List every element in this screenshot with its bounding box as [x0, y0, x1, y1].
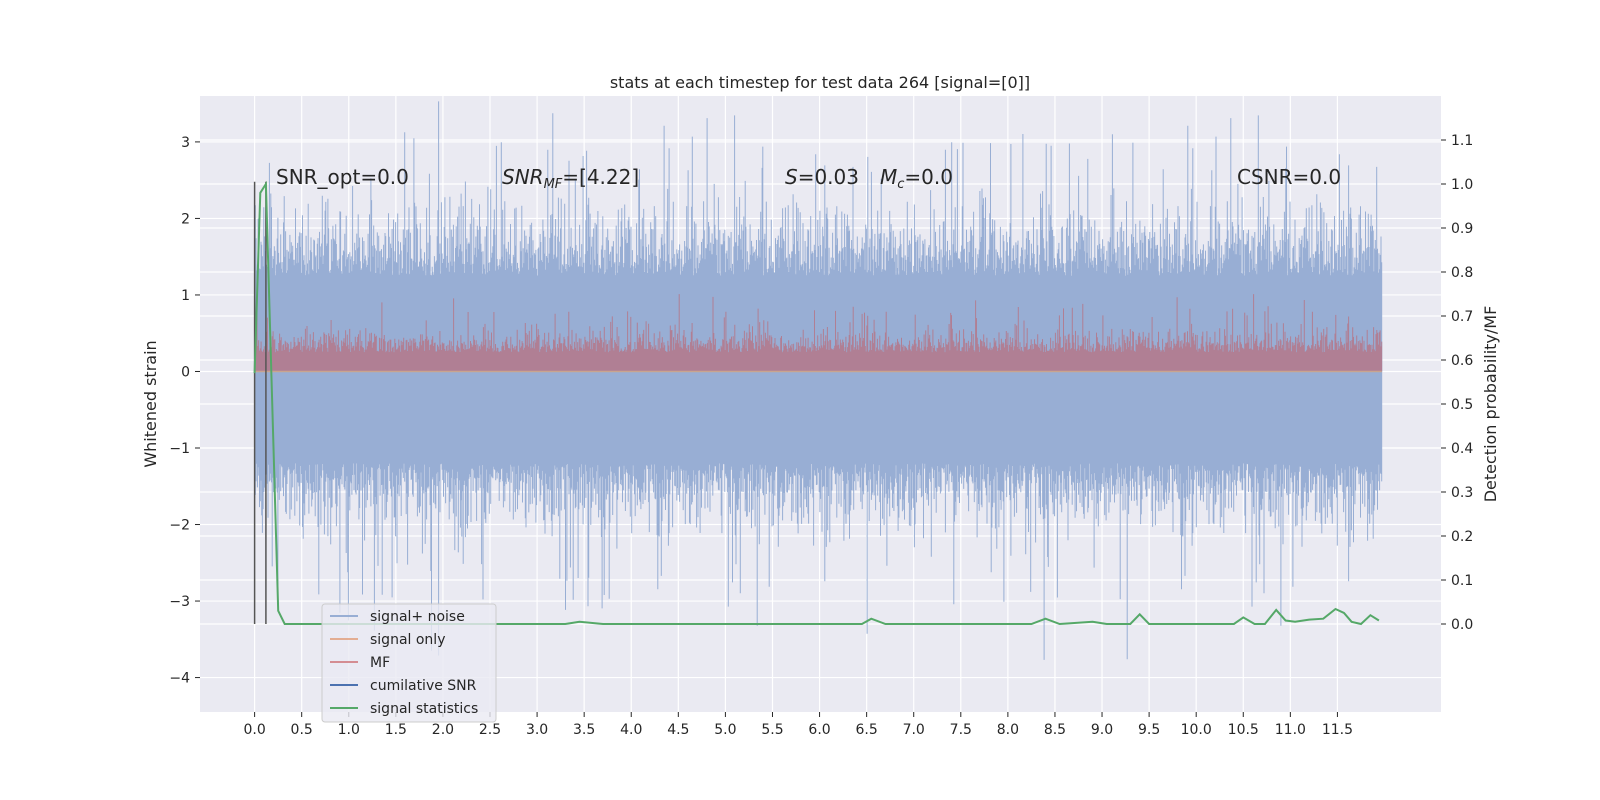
mf-core [254, 352, 1382, 372]
x-tick-label: 2.0 [432, 722, 454, 738]
x-tick-label: 11.5 [1322, 722, 1353, 738]
x-tick-label: 1.0 [338, 722, 360, 738]
y-right-tick-label: 1.1 [1451, 133, 1473, 149]
legend-label-signal-plus-noise: signal+ noise [370, 609, 465, 625]
legend-box [321, 603, 497, 723]
legend-label-cumilative-snr: cumilative SNR [370, 678, 477, 694]
x-tick-label: 0.0 [243, 722, 265, 738]
x-tick-label: 5.0 [714, 722, 736, 738]
y-right-tick-label: 0.7 [1451, 309, 1473, 325]
y-tick-label: −1 [169, 441, 190, 457]
x-tick-label: 3.0 [526, 722, 548, 738]
x-axis-ticks: 0.0 0.5 1.0 1.5 2.0 2.5 3.0 3.5 4.0 4.5 5.0 5.5 6.0 6… [243, 712, 1353, 738]
y-tick-label: 3 [181, 135, 190, 151]
x-tick-label: 5.5 [761, 722, 783, 738]
x-tick-label: 7.0 [903, 722, 925, 738]
signal-statistics-line [253, 180, 1380, 626]
signal-statistics-series [253, 180, 1380, 626]
y-right-tick-label: 0.9 [1451, 221, 1473, 237]
legend-label-signal-only: signal only [370, 632, 445, 648]
x-tick-label: 10.0 [1181, 722, 1212, 738]
y-right-tick-label: 0.6 [1451, 353, 1473, 369]
x-tick-label: 9.0 [1091, 722, 1113, 738]
y-right-tick-label: 0.1 [1451, 573, 1473, 589]
y-tick-label: −4 [169, 671, 190, 687]
annotation-s: S=0.03 [785, 165, 859, 189]
y-right-tick-label: 0.4 [1451, 441, 1473, 457]
x-tick-label: 3.5 [573, 722, 595, 738]
annotation-snr-opt: SNR_opt=0.0 [276, 165, 409, 189]
y-tick-label: 0 [181, 364, 190, 380]
y-right-tick-label: 0.0 [1451, 617, 1473, 633]
x-tick-label: 8.0 [997, 722, 1019, 738]
chart-title: stats at each timestep for test data 264… [610, 73, 1030, 92]
y-axis-title: Whitened strain [141, 340, 160, 467]
y-right-tick-label: 0.5 [1451, 397, 1473, 413]
x-tick-label: 0.5 [291, 722, 313, 738]
y-tick-label: 1 [181, 288, 190, 304]
x-tick-label: 4.5 [667, 722, 689, 738]
annotation-csnr: CSNR=0.0 [1237, 165, 1341, 189]
y-right-tick-label: 0.3 [1451, 485, 1473, 501]
y-right-tick-label: 0.2 [1451, 529, 1473, 545]
y-right-tick-label: 0.8 [1451, 265, 1473, 281]
y-axis-right-ticks: 1.1 1.0 0.9 0.8 0.7 0.6 0.5 0.4 0.3 0.2 0.1 0.0 [1441, 133, 1473, 633]
x-tick-label: 7.5 [950, 722, 972, 738]
x-tick-label: 10.5 [1228, 722, 1259, 738]
mf-series [254, 294, 1383, 372]
x-tick-label: 4.0 [620, 722, 642, 738]
legend: signal+ noise signal only MF cumilative … [321, 603, 497, 723]
x-tick-label: 6.0 [808, 722, 830, 738]
x-tick-label: 8.5 [1044, 722, 1066, 738]
y-axis-right-title: Detection probability/MF [1481, 306, 1500, 503]
legend-label-mf: MF [370, 655, 390, 671]
y-axis-ticks: 3 2 1 0 −1 −2 −3 −4 [169, 135, 200, 687]
x-tick-label: 11.0 [1275, 722, 1306, 738]
y-right-tick-label: 1.0 [1451, 177, 1473, 193]
y-tick-label: −3 [169, 594, 190, 610]
annotation-mc: Mc=0.0 [880, 165, 953, 192]
x-tick-label: 2.5 [479, 722, 501, 738]
annotation-snr-mf: SNRMF=[4.22] [502, 165, 639, 192]
y-tick-label: 2 [181, 211, 190, 227]
legend-label-signal-statistics: signal statistics [370, 701, 478, 717]
y-tick-label: −2 [169, 518, 190, 534]
x-tick-label: 6.5 [856, 722, 878, 738]
detection-markers [253, 181, 267, 624]
x-tick-label: 9.5 [1138, 722, 1160, 738]
x-tick-label: 1.5 [385, 722, 407, 738]
